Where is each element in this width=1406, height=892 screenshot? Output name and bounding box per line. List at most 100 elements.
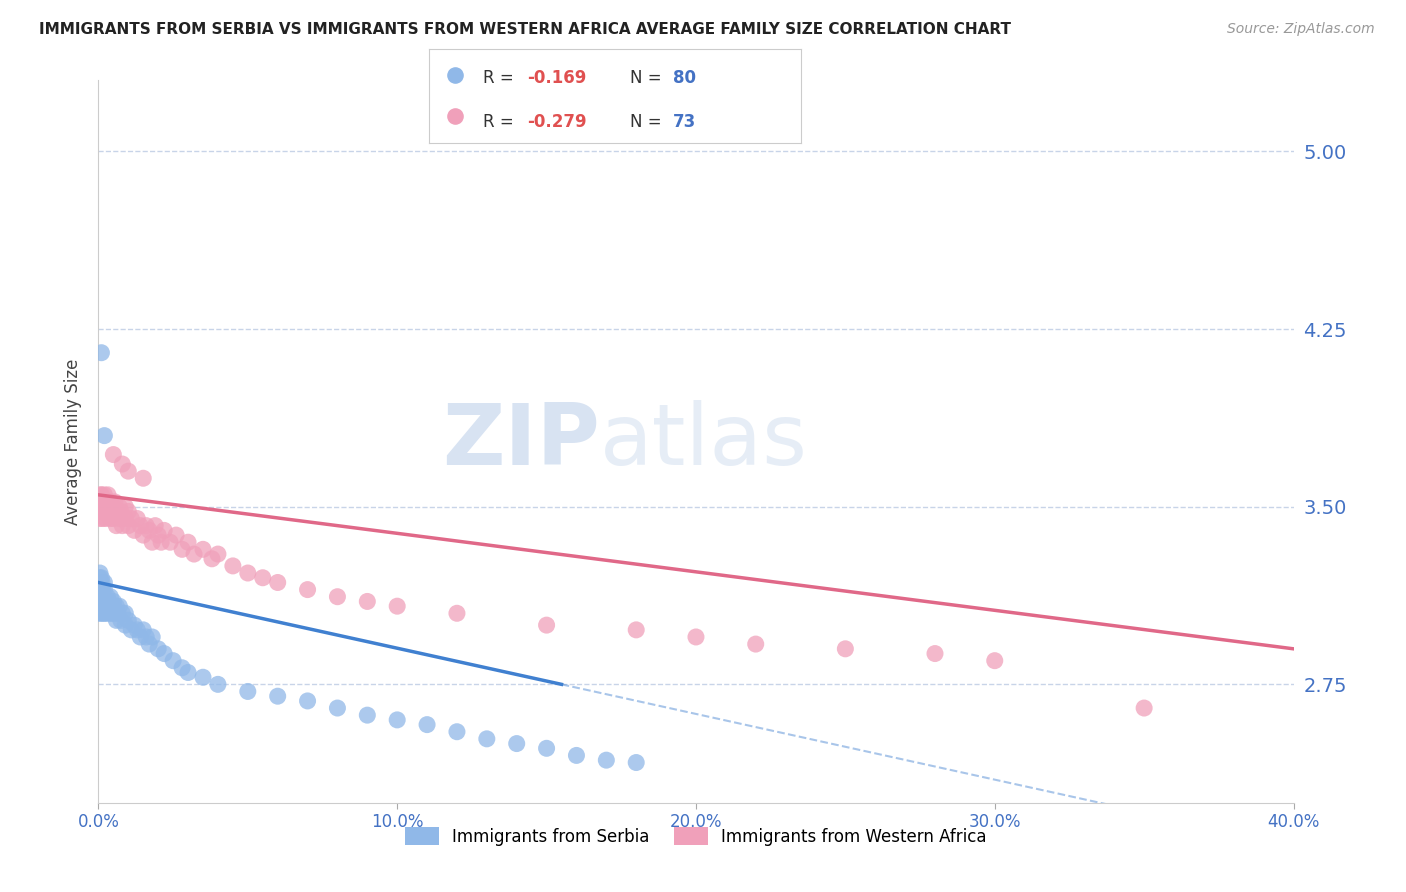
Point [326,590,349,604]
Point [446,607,468,621]
Point [103,448,125,462]
Point [90,345,112,359]
Text: -0.279: -0.279 [527,113,588,131]
Point [98,495,122,509]
Point [129,630,152,644]
Point [626,756,648,770]
Point [90,594,112,608]
Point [89,590,111,604]
Point [89,511,111,525]
Point [93,575,115,590]
Point [111,518,134,533]
Point [96,504,118,518]
Point [96,495,118,509]
Point [94,500,117,514]
Point [94,511,117,525]
Point [89,594,111,608]
Text: R =: R = [482,69,519,87]
Point [114,511,136,525]
Text: 80: 80 [673,69,696,87]
Point [97,500,120,514]
Point [201,551,224,566]
Point [104,495,127,509]
Point [326,701,349,715]
Point [252,571,274,585]
Point [135,518,157,533]
Point [222,558,245,573]
Point [191,670,214,684]
Point [96,590,118,604]
Point [385,713,409,727]
Point [98,511,122,525]
Point [138,637,160,651]
Point [89,599,111,614]
Point [124,618,146,632]
Point [685,630,707,644]
Point [114,607,136,621]
Point [93,599,115,614]
Point [153,647,176,661]
Point [236,684,259,698]
Point [475,731,498,746]
Point [117,614,139,628]
Point [984,654,1007,668]
Point [90,582,112,597]
Point [108,500,131,514]
Point [177,665,200,680]
Text: atlas: atlas [600,400,808,483]
Point [91,599,114,614]
Point [595,753,617,767]
Point [101,504,124,518]
Text: ZIP: ZIP [443,400,600,483]
Point [132,623,155,637]
Point [127,623,149,637]
Point [159,535,181,549]
Point [117,504,139,518]
Point [446,724,468,739]
Point [90,590,112,604]
Point [135,630,157,644]
Point [183,547,205,561]
Point [565,748,588,763]
Point [91,582,114,597]
Point [191,542,214,557]
Point [103,599,125,614]
Point [416,717,439,731]
Point [745,637,768,651]
Point [148,641,170,656]
Point [536,741,558,756]
Point [101,607,124,621]
Point [105,518,128,533]
Point [148,528,170,542]
Text: -0.169: -0.169 [527,69,586,87]
Text: N =: N = [630,113,666,131]
Text: 73: 73 [673,113,696,131]
Point [89,571,111,585]
Point [207,677,229,691]
Point [143,518,166,533]
Point [96,599,118,614]
Point [172,661,194,675]
Point [93,488,115,502]
Point [93,594,115,608]
Text: IMMIGRANTS FROM SERBIA VS IMMIGRANTS FROM WESTERN AFRICA AVERAGE FAMILY SIZE COR: IMMIGRANTS FROM SERBIA VS IMMIGRANTS FRO… [39,22,1011,37]
Point [89,566,111,580]
Text: R =: R = [482,113,519,131]
Point [207,547,229,561]
Point [90,488,112,502]
Point [297,694,319,708]
Point [153,524,176,538]
Point [90,599,112,614]
Point [141,535,163,549]
Point [536,618,558,632]
Point [98,590,122,604]
Point [104,607,127,621]
Point [97,599,120,614]
Point [94,607,117,621]
Point [356,708,378,723]
Point [93,504,115,518]
Point [444,110,467,124]
Point [89,575,111,590]
Point [93,428,115,442]
Point [96,607,118,621]
